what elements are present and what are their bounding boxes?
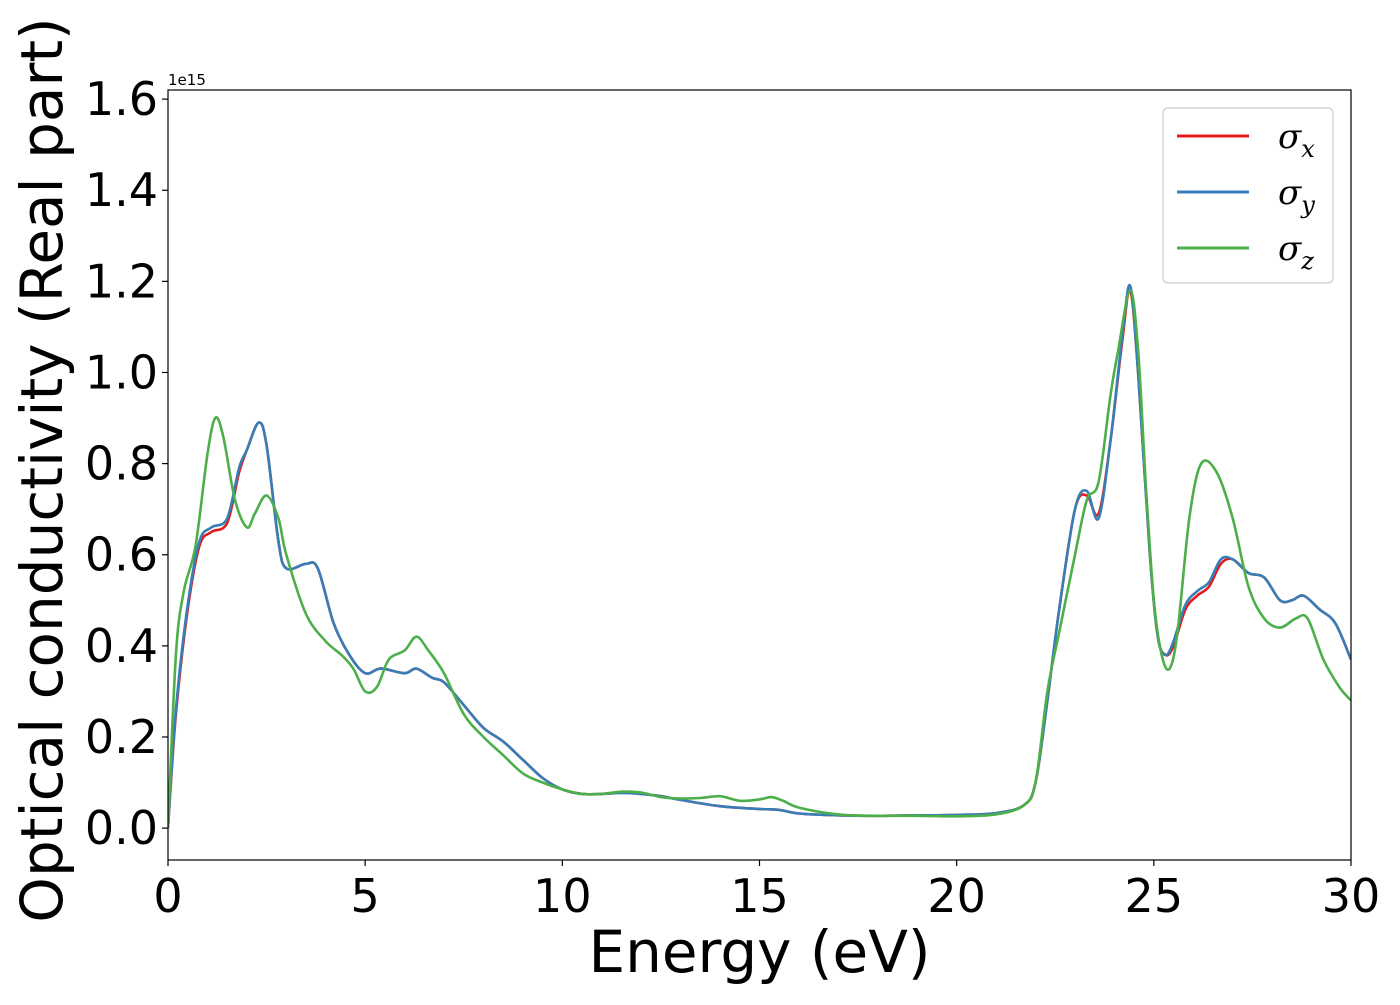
series-layer <box>168 283 1351 829</box>
x-tick-label: 30 <box>1322 869 1381 923</box>
series-line-x <box>168 288 1351 829</box>
x-tick-label: 20 <box>927 869 986 923</box>
y-tick-label: 0.6 <box>85 528 158 582</box>
y-tick-label: 0.4 <box>85 619 158 673</box>
x-tick-label: 15 <box>730 869 789 923</box>
series-line-z <box>168 289 1351 829</box>
y-tick-label: 1.0 <box>85 345 158 399</box>
legend-box <box>1162 107 1334 284</box>
series-line-y <box>168 283 1351 829</box>
x-axis: 0 5 10 15 20 25 30 <box>153 860 1380 923</box>
y-offset-label: 1e15 <box>168 71 206 89</box>
x-tick-label: 0 <box>153 869 182 923</box>
y-tick-label: 1.2 <box>85 254 158 308</box>
y-axis-label: Optical conductivity (Real part) <box>8 17 76 922</box>
legend-label-y: σy <box>1278 173 1315 219</box>
legend: σx σy σz <box>1162 107 1334 284</box>
y-tick-label: 0.8 <box>85 437 158 491</box>
y-tick-label: 0.0 <box>85 801 158 855</box>
x-tick-label: 25 <box>1125 869 1184 923</box>
y-tick-label: 0.2 <box>85 710 158 764</box>
legend-label-z: σz <box>1278 229 1314 275</box>
y-tick-label: 1.4 <box>85 163 158 217</box>
x-tick-label: 10 <box>533 869 592 923</box>
y-axis: 0.0 0.2 0.4 0.6 0.8 1.0 1.2 1.4 1.6 <box>85 72 168 855</box>
y-tick-label: 1.6 <box>85 72 158 126</box>
x-axis-label: Energy (eV) <box>588 918 930 986</box>
legend-label-x: σx <box>1278 117 1315 163</box>
x-tick-label: 5 <box>351 869 380 923</box>
